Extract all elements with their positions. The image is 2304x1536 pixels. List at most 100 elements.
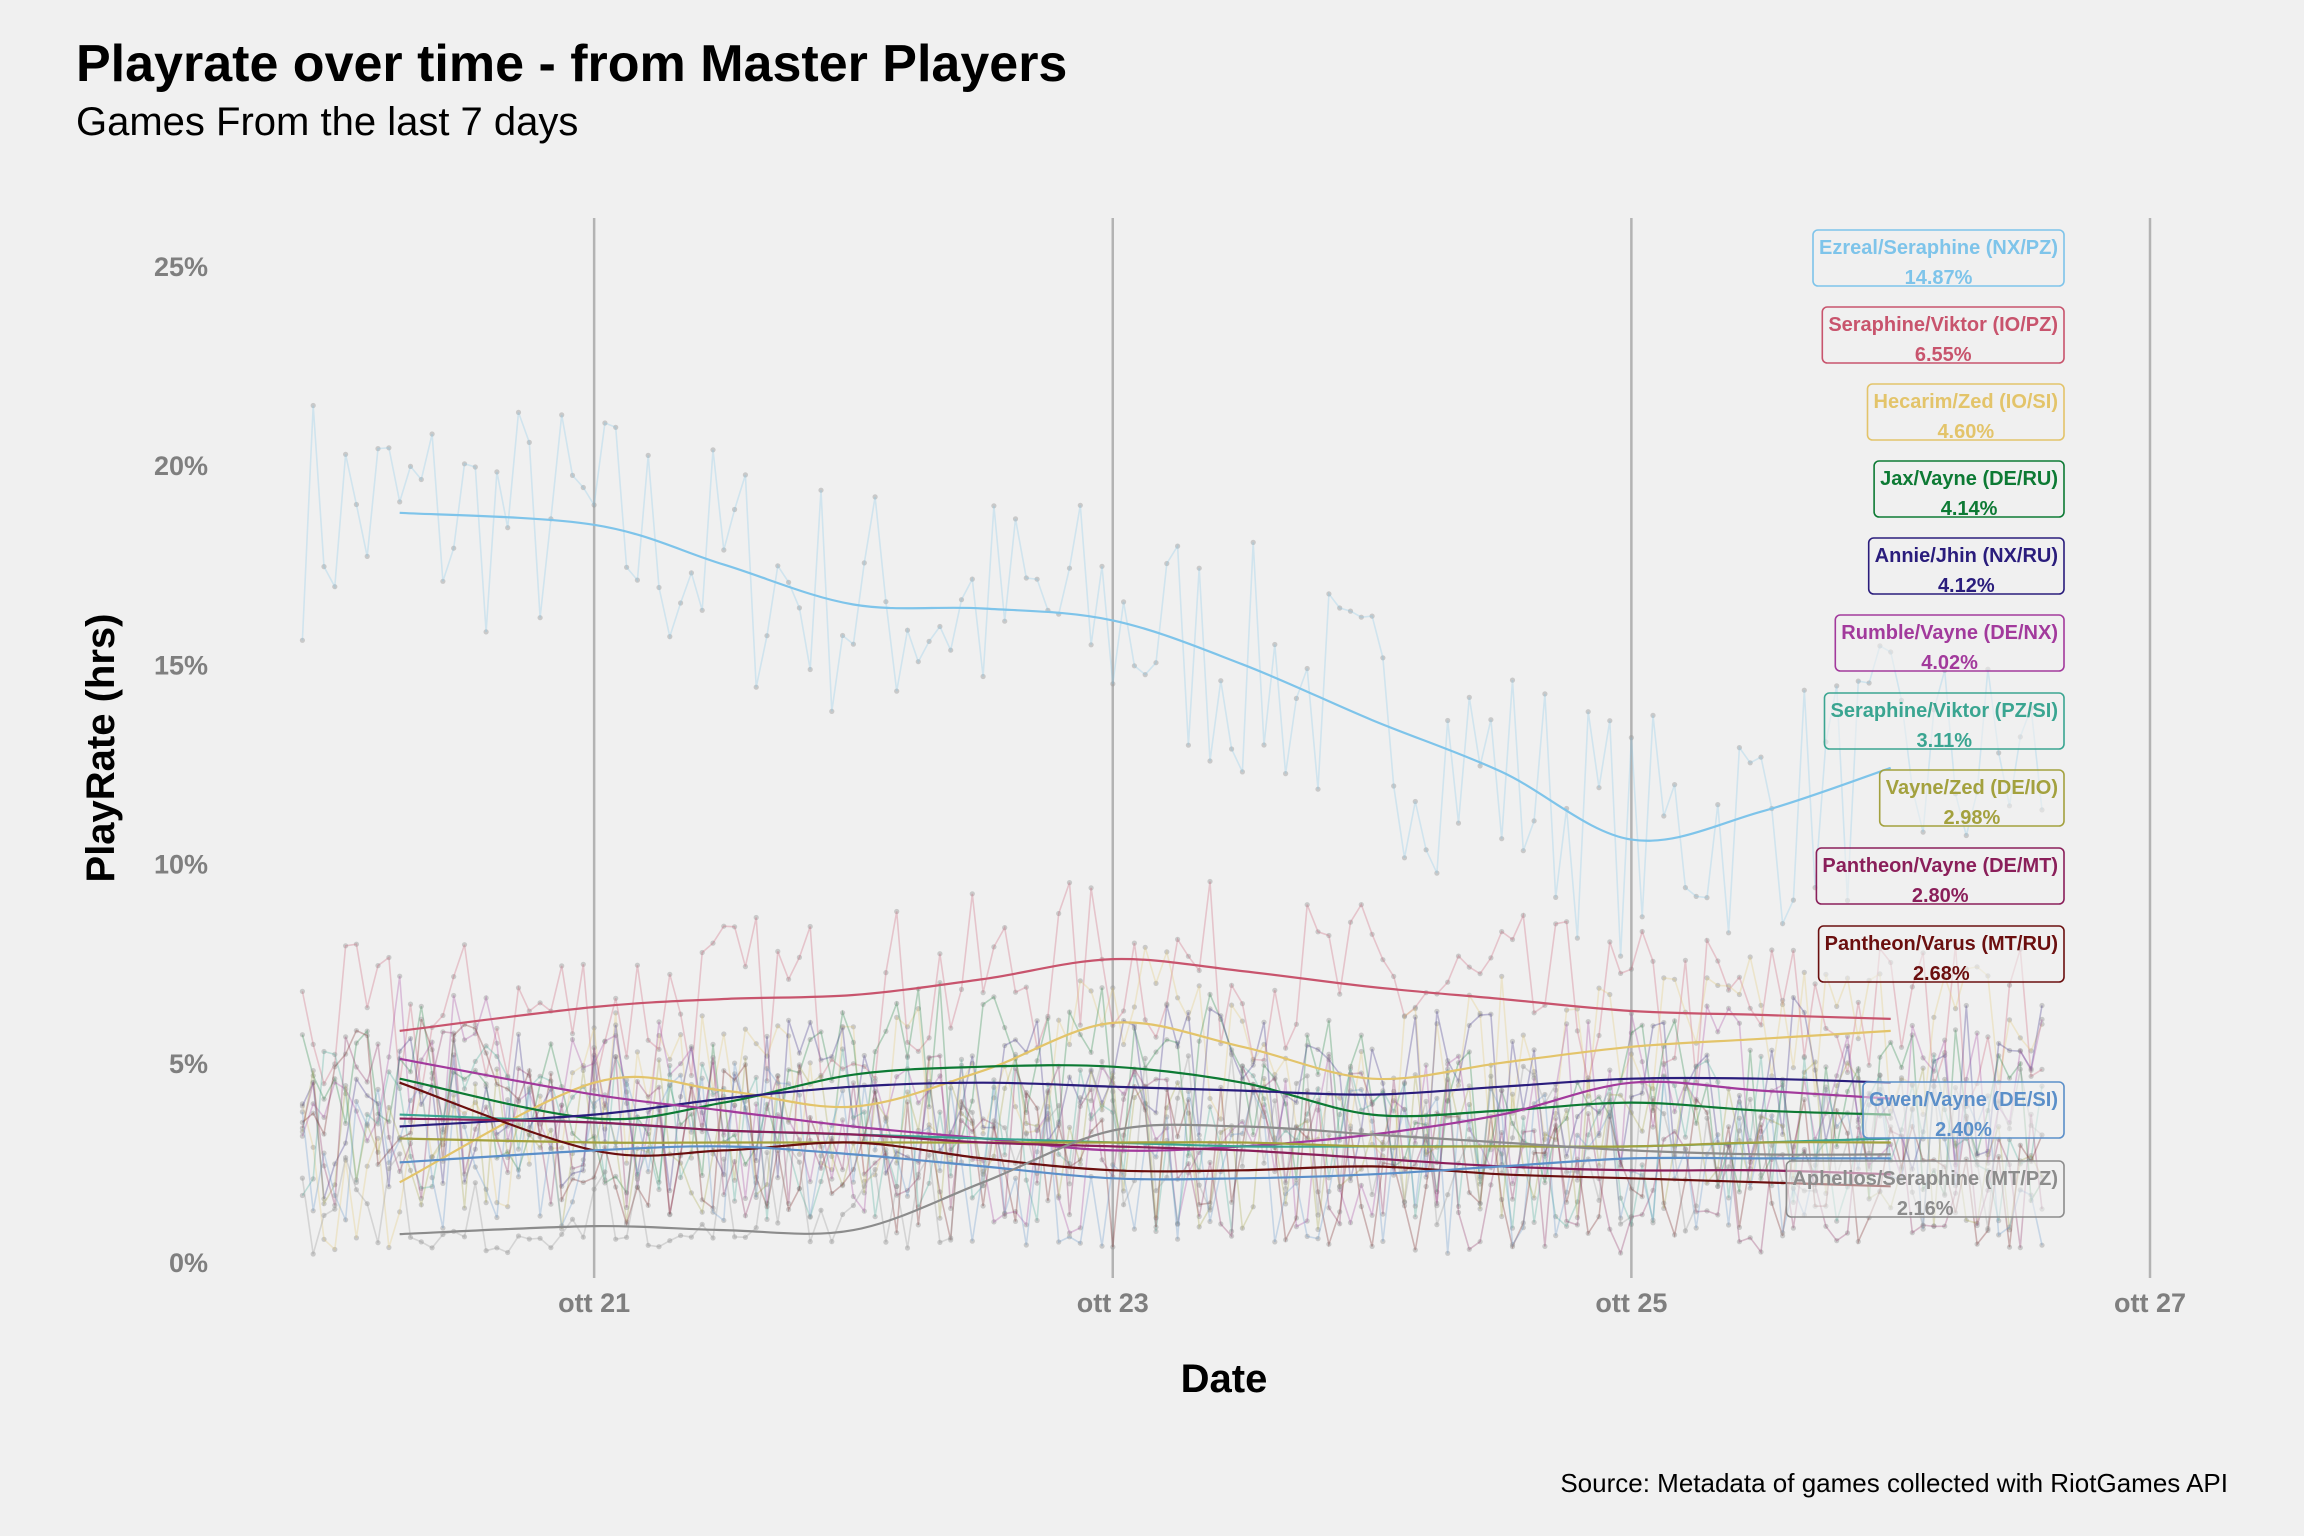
raw-point [1088, 1068, 1094, 1075]
raw-point [1693, 1096, 1699, 1102]
raw-point [1661, 1062, 1667, 1068]
raw-point [1499, 1151, 1505, 1157]
raw-point [1229, 1199, 1235, 1205]
raw-point [1131, 663, 1137, 669]
raw-point [667, 634, 673, 640]
raw-point [1423, 847, 1429, 853]
raw-point [1034, 576, 1040, 582]
raw-point [548, 1145, 554, 1151]
series-label-name: Vayne/Zed (DE/IO) [1886, 777, 2058, 799]
raw-point [775, 948, 781, 955]
raw-point [2039, 1016, 2045, 1023]
raw-point [1401, 1107, 1408, 1113]
raw-point [1661, 1205, 1667, 1211]
raw-point [569, 1176, 576, 1182]
raw-point [1337, 605, 1343, 611]
raw-point [904, 1089, 911, 1095]
trend-line-3 [399, 1064, 1891, 1121]
raw-point [2039, 1242, 2045, 1248]
raw-point [1337, 991, 1343, 997]
raw-point [764, 1078, 770, 1084]
raw-point [937, 1239, 943, 1245]
raw-point [732, 1198, 738, 1204]
raw-point [1855, 1068, 1861, 1074]
raw-point [1574, 935, 1580, 941]
grid-lines [592, 218, 2152, 1278]
raw-point [1520, 1063, 1526, 1069]
raw-point [386, 1165, 392, 1172]
raw-point [494, 1245, 500, 1251]
raw-point [1034, 1127, 1040, 1133]
raw-point [418, 1057, 424, 1063]
raw-point [407, 1234, 414, 1240]
raw-point [861, 1171, 867, 1177]
raw-point [1499, 973, 1505, 979]
raw-point [364, 553, 370, 560]
raw-point [1153, 1110, 1159, 1116]
raw-point [1974, 1222, 1980, 1229]
raw-point [1142, 1105, 1148, 1111]
raw-point [1520, 1129, 1526, 1135]
series-label-value: 2.68% [1913, 963, 1970, 985]
raw-point [1153, 1137, 1159, 1143]
raw-point [613, 1054, 619, 1060]
raw-point [364, 1163, 370, 1169]
raw-point [721, 1068, 727, 1074]
raw-point [937, 1168, 943, 1174]
raw-point [483, 1043, 489, 1049]
raw-point [515, 1096, 522, 1102]
raw-point [526, 1089, 532, 1095]
raw-point [1996, 1232, 2002, 1238]
raw-point [1909, 1022, 1915, 1029]
raw-point [569, 1094, 576, 1100]
raw-point [332, 1051, 338, 1057]
series-label-box [1785, 1160, 2065, 1218]
raw-point [440, 1012, 446, 1019]
raw-point [894, 1230, 900, 1236]
raw-point [796, 1186, 803, 1192]
series-label-box [1821, 306, 2065, 364]
raw-point [1553, 1137, 1559, 1143]
raw-point [1509, 1225, 1516, 1231]
raw-point [872, 1049, 878, 1055]
raw-point [1412, 1006, 1418, 1012]
raw-point [407, 1069, 414, 1075]
raw-point [1542, 1180, 1548, 1186]
raw-point [548, 1070, 554, 1076]
raw-point [634, 577, 641, 583]
series-label-8: Pantheon/Vayne (DE/MT)2.80% [1815, 847, 2065, 907]
raw-point [1585, 1019, 1591, 1025]
trend-line-9 [399, 1081, 1891, 1188]
raw-point [451, 992, 457, 999]
raw-point [1056, 1193, 1062, 1199]
raw-point [451, 1069, 457, 1075]
raw-point [1002, 618, 1008, 624]
raw-point [634, 1171, 641, 1177]
raw-point [299, 1103, 305, 1109]
raw-point [1207, 878, 1213, 885]
raw-point [1877, 1072, 1883, 1078]
raw-point [1121, 599, 1127, 605]
raw-point [1607, 1114, 1613, 1120]
raw-point [1218, 1084, 1224, 1090]
raw-point [742, 1062, 749, 1068]
raw-point [937, 1053, 943, 1059]
raw-point [764, 1182, 770, 1188]
raw-point [1736, 1128, 1742, 1134]
raw-point [1088, 1067, 1094, 1073]
raw-point [1920, 1065, 1926, 1071]
raw-point [948, 1205, 954, 1211]
raw-point [1596, 985, 1602, 991]
raw-series-11 [299, 1052, 2045, 1257]
raw-point [894, 1192, 900, 1198]
raw-point [1207, 1006, 1213, 1012]
raw-point [915, 659, 921, 665]
raw-point [1661, 813, 1667, 819]
raw-point [732, 506, 738, 513]
series-label-name: Seraphine/Viktor (PZ/SI) [1831, 700, 2058, 722]
raw-point [1704, 1058, 1710, 1064]
raw-point [602, 1144, 608, 1150]
raw-point [1661, 1200, 1667, 1206]
raw-point [1272, 987, 1278, 993]
